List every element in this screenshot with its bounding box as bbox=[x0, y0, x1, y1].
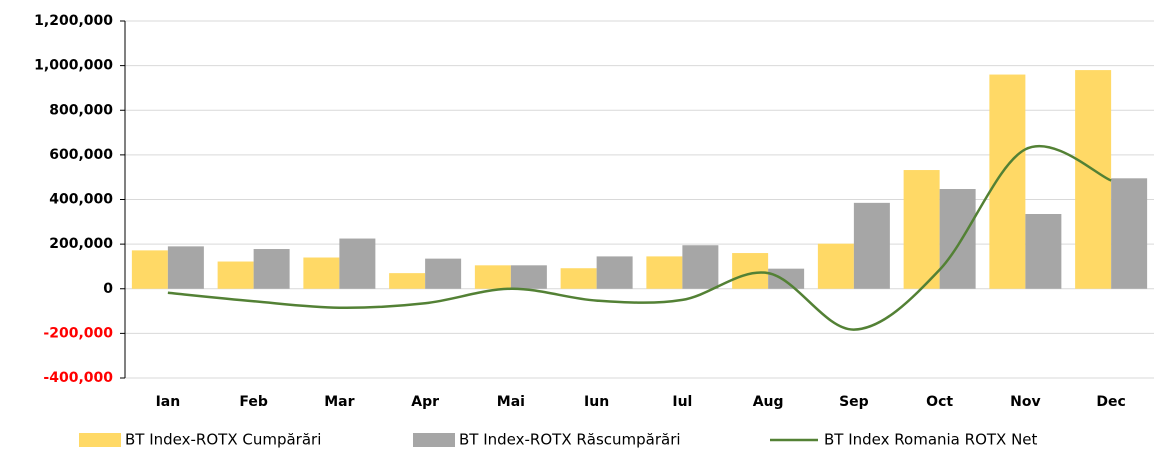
bar bbox=[253, 249, 290, 289]
bar bbox=[853, 202, 890, 289]
bar bbox=[131, 250, 168, 289]
y-tick-label: 400,000 bbox=[49, 192, 113, 208]
legend-label: BT Index-ROTX Răscumpărări bbox=[459, 431, 681, 449]
bar bbox=[1075, 70, 1112, 289]
bar bbox=[425, 258, 462, 289]
y-tick-label: -400,000 bbox=[43, 370, 113, 386]
x-tick-label: Mai bbox=[497, 394, 525, 410]
x-tick-label: Apr bbox=[411, 394, 439, 410]
legend-swatch bbox=[413, 433, 455, 447]
x-tick-label: Aug bbox=[753, 394, 784, 410]
x-tick-label: Nov bbox=[1010, 394, 1040, 410]
y-tick-label: 800,000 bbox=[49, 102, 113, 118]
bar bbox=[339, 238, 376, 289]
x-tick-label: Mar bbox=[324, 394, 354, 410]
bar bbox=[389, 273, 426, 289]
bar bbox=[682, 245, 719, 289]
bar bbox=[732, 253, 769, 289]
y-tick-label: 0 bbox=[103, 281, 113, 297]
x-tick-label: Ian bbox=[156, 394, 181, 410]
legend-swatch bbox=[79, 433, 121, 447]
bar bbox=[1025, 214, 1062, 289]
bar bbox=[303, 257, 340, 289]
bar bbox=[817, 243, 854, 289]
y-tick-label: 1,000,000 bbox=[34, 58, 113, 74]
bar bbox=[768, 268, 805, 289]
x-tick-label: Sep bbox=[839, 394, 869, 410]
legend-label: BT Index Romania ROTX Net bbox=[824, 431, 1038, 449]
y-tick-label: -200,000 bbox=[43, 325, 113, 341]
bar bbox=[510, 265, 547, 289]
x-tick-label: Dec bbox=[1096, 394, 1125, 410]
y-tick-label: 200,000 bbox=[49, 236, 113, 252]
bar bbox=[596, 256, 633, 289]
bar bbox=[1111, 178, 1148, 289]
bar bbox=[939, 189, 976, 289]
bar bbox=[646, 256, 683, 289]
y-tick-label: 1,200,000 bbox=[34, 13, 113, 29]
y-tick-label: 600,000 bbox=[49, 147, 113, 163]
x-tick-label: Iul bbox=[672, 394, 692, 410]
x-tick-label: Feb bbox=[239, 394, 268, 410]
bar bbox=[217, 261, 254, 289]
legend-label: BT Index-ROTX Cumpărări bbox=[125, 431, 321, 449]
bar bbox=[167, 246, 204, 289]
x-tick-label: Iun bbox=[584, 394, 609, 410]
bar bbox=[903, 170, 940, 289]
bar bbox=[474, 265, 511, 289]
x-tick-label: Oct bbox=[926, 394, 953, 410]
line bbox=[167, 144, 1112, 331]
bar bbox=[560, 268, 597, 289]
